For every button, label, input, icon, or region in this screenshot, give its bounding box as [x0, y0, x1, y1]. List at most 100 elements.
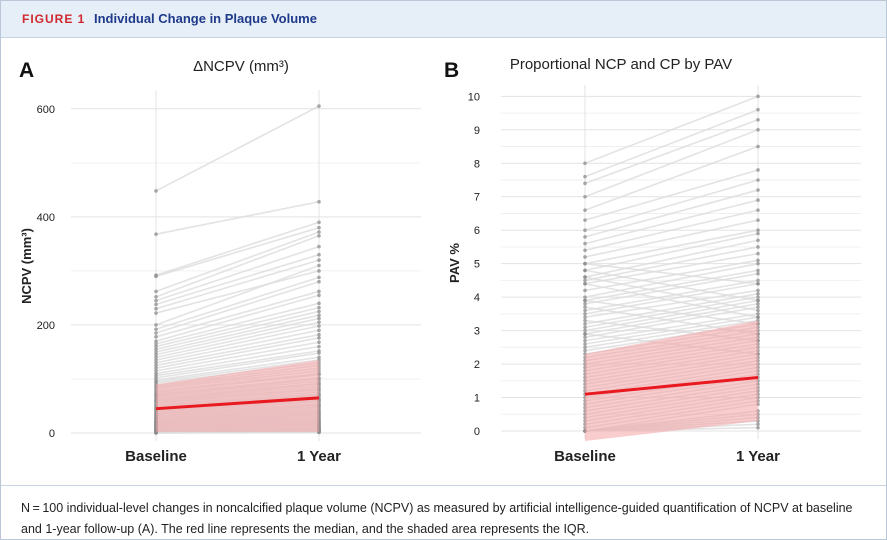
panel-b-individual-line	[584, 199, 759, 245]
panel-a-individual-line	[155, 276, 320, 331]
panel-a-individual-line	[155, 105, 320, 192]
panel-b-y-axis-label: PAV %	[447, 243, 462, 283]
panel-b-individual-line	[584, 232, 759, 272]
panel-a-data-point	[154, 298, 158, 303]
panel-b-data-point	[756, 144, 760, 149]
panel-b-individual-line	[584, 262, 759, 285]
panel-b-data-point	[583, 312, 587, 316]
panel-b-individual-line	[584, 229, 759, 265]
panel-a-letter: A	[19, 59, 34, 82]
panel-b-individual-line	[584, 259, 759, 292]
panel-a-data-point	[317, 279, 321, 284]
panel-a-data-point	[317, 252, 321, 257]
panel-b-data-point	[583, 335, 587, 340]
panel-b-data-point	[756, 281, 760, 286]
panel-b-individual-line	[584, 169, 759, 221]
panel-b-individual-line	[584, 319, 759, 349]
panel-b-data-point	[583, 248, 587, 253]
panel-b-y-tick-label: 2	[474, 359, 480, 371]
panel-a-y-tick-label: 0	[49, 428, 55, 440]
panel-b-data-point	[756, 312, 760, 316]
panel-b-data-point	[583, 255, 587, 259]
panel-b-individual-line	[584, 276, 759, 312]
panel-b-data-point	[756, 251, 760, 256]
panel-b-individual-line	[584, 272, 759, 305]
panel-a-data-point	[154, 335, 158, 339]
panel-b-data-point	[756, 117, 760, 122]
panel-b-data-point	[583, 338, 587, 343]
panel-b-y-tick-label: 7	[474, 192, 480, 204]
panel-a-data-point	[154, 232, 158, 236]
panel-a-data-point	[317, 316, 321, 321]
panel-b-data-point	[756, 198, 760, 202]
chart-area: A ΔNCPV (mm³) 0 200 400 600 NCPV (mm³) Base…	[19, 56, 861, 465]
panel-b-data-point	[583, 181, 587, 186]
panel-b-data-point	[756, 218, 760, 222]
panel-a-iqr-band	[156, 360, 319, 432]
panel-b-median-line	[584, 375, 759, 396]
panel-b-data-point	[583, 288, 587, 293]
panel-b-individual-line	[584, 282, 759, 315]
panel-b-data-point	[583, 295, 587, 299]
panel-a-data-point	[154, 302, 158, 307]
panel-b-data-point	[756, 422, 760, 427]
panel-b-data-point	[583, 308, 587, 313]
panel-b-data-point	[583, 328, 587, 333]
panel-b-individual-line	[584, 269, 759, 302]
panel-a-data-point	[154, 363, 158, 368]
panel-b-x-ticks: Baseline 1 Year	[554, 448, 780, 465]
caption-text: N = 100 individual-level changes in nonc…	[21, 501, 853, 536]
panel-b-individual-line	[584, 279, 759, 312]
panel-b-letter: B	[444, 59, 459, 82]
panel-a-data-point	[317, 275, 321, 280]
panel-b-data-point	[756, 295, 760, 299]
panel-b-data-point	[756, 208, 760, 212]
panel-a-data-point	[317, 293, 321, 298]
panel-a-individual-line	[155, 359, 320, 383]
panel-b-individual-line	[584, 219, 759, 258]
panel-a-iqr-area	[156, 360, 319, 432]
panel-b-data-point	[756, 278, 760, 283]
panel-a-data-point	[154, 311, 158, 315]
panel-b-individual-line	[584, 145, 759, 211]
panel-b-data-point	[756, 288, 760, 293]
panel-b-y-tick-label: 6	[474, 225, 480, 237]
figure-caption: N = 100 individual-level changes in nonc…	[1, 485, 886, 540]
figure-label: FIGURE 1	[22, 12, 86, 26]
panel-a-data-point	[154, 274, 158, 279]
panel-b-data-point	[756, 298, 760, 303]
panel-b-data-point	[583, 342, 587, 346]
panel-b-individual-line	[584, 189, 759, 238]
panel-a-data-point	[154, 289, 158, 294]
panel-b-data-point	[583, 348, 587, 353]
panel-a-individual-line	[155, 431, 320, 434]
panel-a-y-axis-label: NCPV (mm³)	[19, 228, 34, 304]
panel-a-data-point	[154, 342, 158, 346]
panel-a-individual-line	[155, 321, 320, 359]
panel-a-data-point	[154, 189, 158, 193]
panel-b-y-ticks: 0 1 2 3 4 5 6 7 8 9 10	[468, 91, 480, 438]
panel-a-individual-line	[155, 350, 320, 377]
panel-b-y-tick-label: 5	[474, 259, 480, 271]
panel-a-data-point	[317, 332, 321, 337]
panel-a-individual-line	[155, 226, 320, 278]
panel-a-individual-line	[155, 352, 320, 379]
panel-a-median-line	[155, 396, 320, 411]
panel-a-data-point	[317, 351, 321, 355]
panel-b-data-point	[583, 315, 587, 320]
panel-b-data-point	[583, 305, 587, 309]
panel-b-data-point	[583, 261, 587, 266]
panel-a-data-point	[317, 340, 321, 345]
panel-a-individual-line	[155, 200, 320, 235]
panel-a-individual-line	[155, 317, 320, 356]
panel-b-data-point	[583, 298, 587, 303]
panel-b-data-point	[583, 161, 587, 166]
panel-a-data-point	[317, 344, 321, 349]
panel-a-data-point	[317, 328, 321, 333]
panel-a-individual-line	[155, 310, 320, 351]
panel-a-data-point	[317, 230, 321, 234]
panel-b-data-point	[756, 228, 760, 233]
panel-b-individual-line	[584, 239, 759, 278]
panel-b-data-point	[583, 281, 587, 286]
